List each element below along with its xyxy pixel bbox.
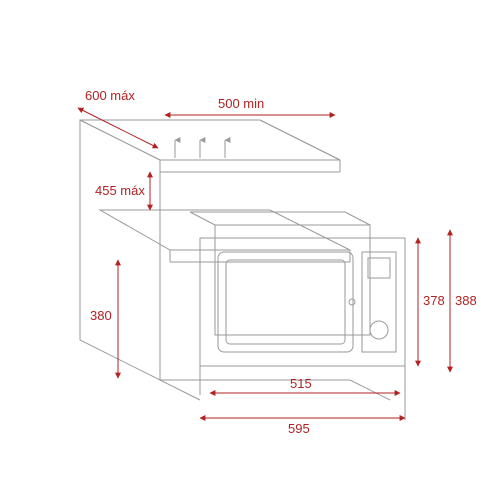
dim-shelf-h: 380: [90, 260, 118, 378]
label-width-min: 500 min: [218, 96, 264, 111]
label-depth-max: 600 máx: [85, 88, 135, 103]
airflow-arrows: [175, 140, 225, 158]
label-outer-h: 388: [455, 293, 477, 308]
label-appl-h: 378: [423, 293, 445, 308]
label-inner-h-max: 455 máx: [95, 183, 145, 198]
label-outer-w: 595: [288, 421, 310, 436]
dim-appl-h: 378: [418, 238, 445, 366]
dim-outer-h: 388: [450, 230, 477, 372]
label-shelf-h: 380: [90, 308, 112, 323]
dim-outer-w: 595: [200, 418, 405, 436]
dim-inner-h-max: 455 máx: [95, 172, 150, 210]
dim-width-min: 500 min: [165, 96, 335, 115]
label-appl-w: 515: [290, 376, 312, 391]
